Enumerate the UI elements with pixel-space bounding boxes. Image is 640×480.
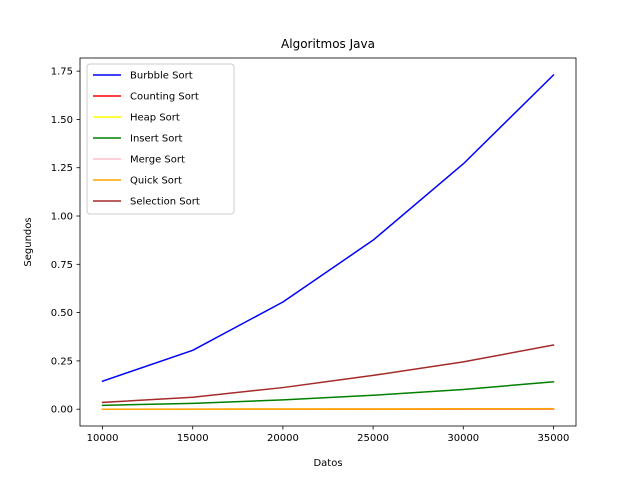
legend-label: Merge Sort [130,155,185,166]
series-line-6 [101,344,555,404]
x-tick-label: 25000 [357,433,389,444]
legend-label: Heap Sort [130,113,180,124]
x-axis-label: Datos [313,458,342,469]
x-tick-label: 30000 [447,433,479,444]
x-tick-label: 20000 [267,433,299,444]
legend-label: Burbble Sort [130,71,193,82]
y-tick-label: 0.75 [51,260,73,271]
x-tick-label: 15000 [177,433,209,444]
legend-label: Selection Sort [130,197,200,208]
y-tick-label: 1.25 [51,163,73,174]
legend-label: Quick Sort [130,176,182,187]
y-tick-label: 0.25 [51,356,73,367]
legend-label: Insert Sort [130,134,182,145]
plot-area: 10000 15000 20000 25000 30000 35000 0.00 0.25 0.… [51,57,577,444]
y-tick-label: 0.00 [51,405,73,416]
axes-frame [79,57,577,427]
y-tick-label: 0.50 [51,308,73,319]
x-tick-label: 35000 [538,433,570,444]
legend-box [86,63,235,215]
series-line-3 [101,380,555,407]
y-tick-label: 1.50 [51,115,73,126]
chart-title: Algoritmos Java [281,37,375,51]
legend-label: Counting Sort [130,92,199,103]
x-tick-label: 10000 [87,433,119,444]
legend: Burbble Sort Counting Sort Heap Sort Insert… [86,63,235,215]
y-tick-label: 1.75 [51,67,73,78]
y-tick-label: 1.00 [51,212,73,223]
series-line-0 [101,73,555,383]
y-axis-label: Segundos [23,217,34,266]
